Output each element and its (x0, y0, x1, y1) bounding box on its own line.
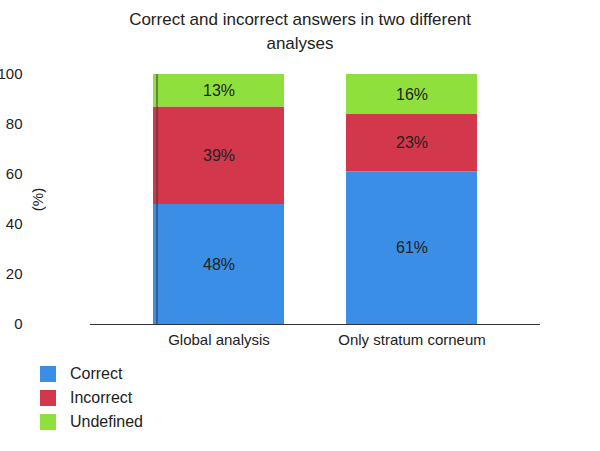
svg-text:80: 80 (6, 115, 23, 132)
svg-text:23%: 23% (396, 134, 428, 151)
html-text:Incorrect: Incorrect (70, 389, 133, 406)
svg-text:60: 60 (6, 165, 23, 182)
svg-text:61%: 61% (396, 239, 428, 256)
svg-text:0: 0 (14, 315, 22, 332)
html-text:Undefined: Undefined (70, 413, 143, 430)
svg-text:20: 20 (6, 265, 23, 282)
svg-text:Only stratum corneum: Only stratum corneum (338, 331, 486, 348)
html-text:Correct: Correct (70, 365, 123, 382)
svg-text:(%): (%) (29, 188, 46, 211)
svg-text:48%: 48% (203, 256, 235, 273)
svg-text:16%: 16% (396, 86, 428, 103)
svg-text:100: 100 (0, 65, 23, 82)
svg-text:Global analysis: Global analysis (168, 331, 270, 348)
svg-text:13%: 13% (203, 82, 235, 99)
svg-text:39%: 39% (203, 147, 235, 164)
html-text:Correct and incorrect answers: Correct and incorrect answers in two dif… (129, 10, 471, 53)
svg-text:40: 40 (6, 215, 23, 232)
